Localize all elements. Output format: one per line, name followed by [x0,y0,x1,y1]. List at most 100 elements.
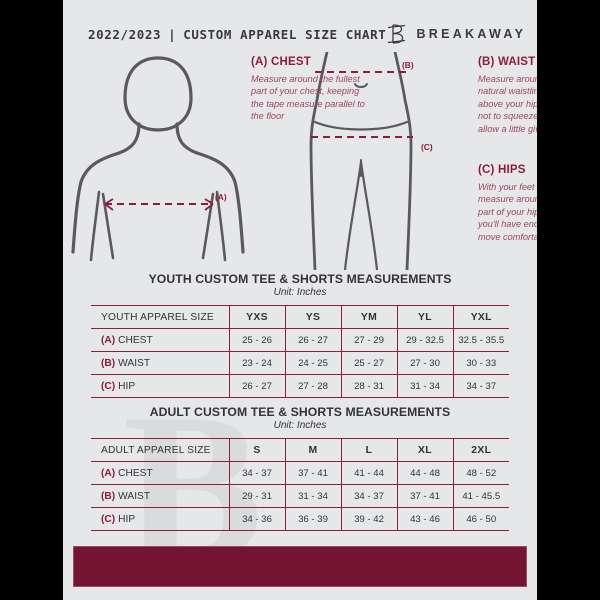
row-tag: (C) [101,380,116,392]
row-tag: (A) [101,467,116,479]
header-season: 2022/2023 [88,26,162,42]
row-label: (C) HIP [91,374,230,398]
cell: 28 - 31 [340,374,398,398]
table-row: (C) HIP 34 - 36 36 - 39 39 - 42 43 - 46 4… [91,507,509,531]
cell: 27 - 28 [284,374,342,398]
youth-header-yxs: YXS [228,305,286,329]
row-tag: (B) [101,490,116,502]
table-row: (A) CHEST 25 - 26 26 - 27 27 - 29 29 - 32… [91,328,509,352]
cell: 31 - 34 [284,484,342,508]
brand-name: BREAKAWAY [416,27,527,41]
cell: 46 - 50 [452,507,509,531]
callout-chest-body: Measure around the fullest part of your … [251,74,365,122]
cell: 37 - 41 [284,461,342,485]
callout-hips-body: With your feet together, measure around … [478,182,537,242]
adult-header-label: ADULT APPAREL SIZE [91,438,230,462]
youth-header-ym: YM [340,305,398,329]
youth-table-unit: Unit: Inches [273,287,327,298]
cell: 44 - 48 [396,461,454,485]
cell: 27 - 29 [340,328,398,352]
breakaway-b-monogram-icon [388,24,406,44]
cell: 34 - 36 [228,507,286,531]
callout-waist: (B) WAIST Measure around your natural wa… [478,56,537,135]
row-tag: (B) [101,357,116,369]
row-label: (A) CHEST [91,328,230,352]
chest-measure-label: (A) [215,192,227,202]
youth-table-title: YOUTH CUSTOM TEE & SHORTS MEASUREMENTS [148,272,452,286]
cell: 23 - 24 [228,351,286,375]
table-header-row: YOUTH APPAREL SIZE YXS YS YM YL YXL [91,305,509,329]
row-label: (C) HIP [91,507,230,531]
waist-measure-label: (B) [402,60,414,70]
cell: 24 - 25 [284,351,342,375]
brand-lockup: BREAKAWAY [386,21,526,47]
hip-measure-label: (C) [421,142,433,152]
adult-header-2xl: 2XL [452,438,509,462]
adult-size-table: ADULT APPAREL SIZE S M L XL 2XL (A) CHEST… [91,438,509,531]
callout-chest-heading: (A) CHEST [251,56,311,68]
front-torso-figure [71,56,245,262]
row-label-text: CHEST [118,334,153,346]
adult-header-xl: XL [396,438,454,462]
cell: 34 - 37 [452,374,509,398]
callout-waist-body: Measure around your natural waistline – … [478,74,537,134]
cell: 34 - 37 [340,484,398,508]
youth-header-yl: YL [396,305,454,329]
table-row: (A) CHEST 34 - 37 37 - 41 41 - 44 44 - 48… [91,461,509,485]
table-row: (B) WAIST 29 - 31 31 - 34 34 - 37 37 - 41… [91,484,509,508]
row-label-text: WAIST [118,357,151,369]
header-separator: | [168,26,177,42]
footer-banner [73,546,527,587]
row-label-text: HIP [118,380,136,392]
cell: 30 - 33 [452,351,509,375]
callout-waist-heading: (B) WAIST [478,56,536,68]
row-tag: (C) [101,513,116,525]
cell: 32.5 - 35.5 [452,328,509,352]
row-label: (A) CHEST [91,461,230,485]
cell: 37 - 41 [396,484,454,508]
callout-hips-heading: (C) HIPS [478,164,526,176]
table-row: (C) HIP 26 - 27 27 - 28 28 - 31 31 - 34 3… [91,374,509,398]
adult-header-l: L [340,438,398,462]
cell: 48 - 52 [452,461,509,485]
cell: 41 - 44 [340,461,398,485]
adult-table-unit: Unit: Inches [273,420,327,431]
row-label: (B) WAIST [91,484,230,508]
youth-header-label: YOUTH APPAREL SIZE [91,305,230,329]
adult-measurements-block: ADULT CUSTOM TEE & SHORTS MEASUREMENTS U… [63,405,537,531]
adult-header-m: M [284,438,342,462]
cell: 25 - 26 [228,328,286,352]
page-header: 2022/2023 | CUSTOM APPAREL SIZE CHART BREA… [63,18,537,50]
cell: 34 - 37 [228,461,286,485]
cell: 27 - 30 [396,351,454,375]
adult-header-s: S [228,438,286,462]
chest-measure-line [104,198,214,211]
cell: 41 - 45.5 [452,484,509,508]
cell: 26 - 27 [284,328,342,352]
youth-header-yxl: YXL [452,305,509,329]
cell: 36 - 39 [284,507,342,531]
cell: 29 - 31 [228,484,286,508]
cell: 43 - 46 [396,507,454,531]
lower-body-figure [309,52,413,270]
table-row: (B) WAIST 23 - 24 24 - 25 25 - 27 27 - 30… [91,351,509,375]
cell: 39 - 42 [340,507,398,531]
size-chart-page: B 2022/2023 | CUSTOM APPAREL SIZE CHART BR… [63,0,537,600]
youth-size-table: YOUTH APPAREL SIZE YXS YS YM YL YXL (A) C… [91,305,509,398]
row-label: (B) WAIST [91,351,230,375]
cell: 29 - 32.5 [396,328,454,352]
row-label-text: CHEST [118,467,153,479]
callout-chest: (A) CHEST Measure around the fullest par… [251,56,371,123]
row-label-text: WAIST [118,490,151,502]
adult-table-title: ADULT CUSTOM TEE & SHORTS MEASUREMENTS [149,405,451,419]
header-title-line: 2022/2023 | CUSTOM APPAREL SIZE CHART [88,27,386,42]
row-tag: (A) [101,334,116,346]
cell: 31 - 34 [396,374,454,398]
cell: 26 - 27 [228,374,286,398]
measurement-diagram-area: (A) [63,52,537,270]
table-header-row: ADULT APPAREL SIZE S M L XL 2XL [91,438,509,462]
row-label-text: HIP [118,513,136,525]
youth-header-ys: YS [284,305,342,329]
header-title: CUSTOM APPAREL SIZE CHART [183,26,387,42]
